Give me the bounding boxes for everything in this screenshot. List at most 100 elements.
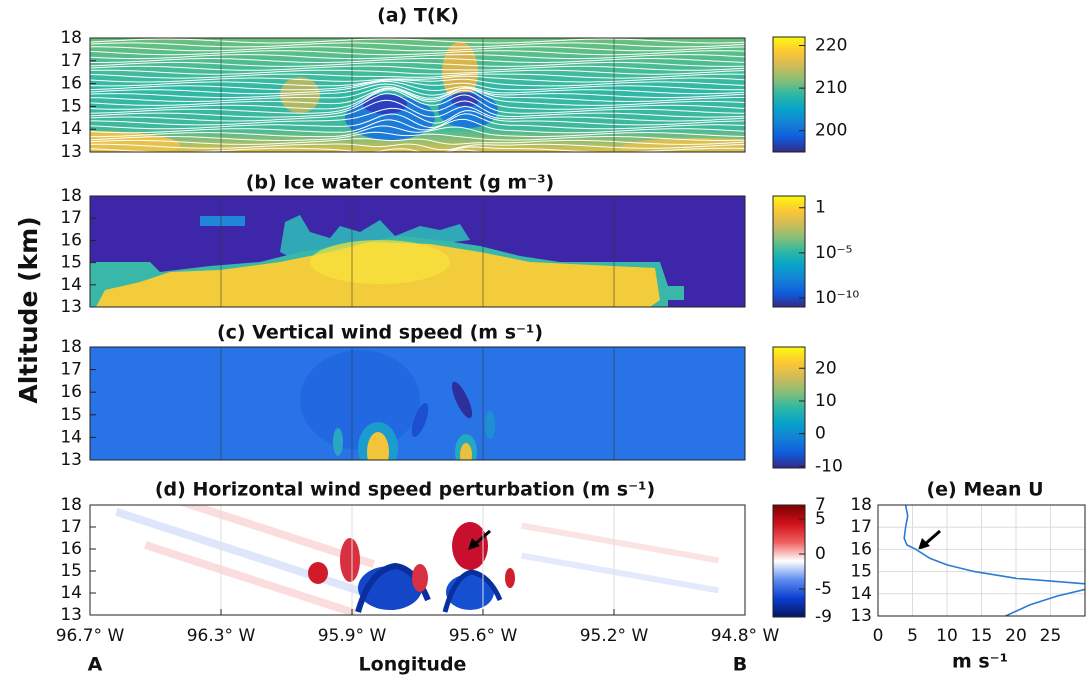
colorbar bbox=[772, 504, 806, 618]
vertical-wind-field bbox=[90, 347, 745, 460]
y-tick-label: 16 bbox=[60, 74, 82, 94]
contour-line bbox=[90, 87, 745, 110]
plot-frame bbox=[89, 346, 746, 461]
y-tick-label: 14 bbox=[850, 584, 872, 604]
ice-field bbox=[90, 196, 745, 307]
colorbar-tick-label: 10⁻¹⁰ bbox=[815, 288, 859, 308]
colorbar-tick-label: 200 bbox=[815, 121, 847, 141]
contour-line bbox=[90, 83, 745, 99]
colorbar-tick-label: 220 bbox=[815, 36, 847, 56]
panel-title: (b) Ice water content (g m⁻³) bbox=[246, 172, 555, 194]
colorbar-tick-label: 10 bbox=[815, 391, 837, 411]
contour-line bbox=[90, 118, 745, 134]
y-tick-label: 13 bbox=[850, 606, 872, 626]
plot-frame bbox=[89, 195, 746, 308]
y-tick-label: 14 bbox=[60, 119, 82, 139]
y-tick-label: 18 bbox=[850, 495, 872, 515]
y-tick-label: 17 bbox=[850, 517, 872, 537]
x-tick-label: 95.9° W bbox=[318, 626, 387, 646]
colorbar-tick-label: 10⁻⁵ bbox=[815, 243, 852, 263]
y-tick-label: 16 bbox=[850, 539, 872, 559]
contour-line bbox=[90, 73, 745, 79]
arrow bbox=[468, 529, 941, 550]
x-tick-label: 20 bbox=[1005, 626, 1027, 646]
colorbar-tick-label: 210 bbox=[815, 78, 847, 98]
y-tick-label: 17 bbox=[60, 517, 82, 537]
y-tick-label: 17 bbox=[60, 360, 82, 380]
contour-line bbox=[90, 61, 745, 67]
plot-frame bbox=[89, 37, 746, 153]
contour-line bbox=[90, 54, 745, 60]
contour-line bbox=[90, 79, 745, 91]
x-tick-label: 5 bbox=[907, 626, 918, 646]
y-tick-label: 14 bbox=[60, 583, 82, 603]
y-tick-label: 17 bbox=[60, 51, 82, 71]
x-tick-label: 95.2° W bbox=[580, 626, 649, 646]
y-tick-label: 16 bbox=[60, 382, 82, 402]
perturbation-field bbox=[90, 505, 745, 615]
contour-line bbox=[90, 125, 745, 138]
contour-line bbox=[90, 50, 745, 56]
colorbar-tick-label: 20 bbox=[815, 358, 837, 378]
plot-frame bbox=[89, 504, 746, 616]
colorbar-tick-label: -9 bbox=[815, 607, 832, 627]
x-tick-label: 95.6° W bbox=[449, 626, 518, 646]
contour-line bbox=[90, 131, 745, 141]
colorbar bbox=[772, 36, 806, 153]
colorbar-tick-label: 7 bbox=[815, 495, 826, 515]
contour-line bbox=[90, 86, 745, 102]
plot-frame bbox=[877, 504, 1086, 617]
colorbar bbox=[772, 346, 806, 469]
x-tick-label: 25 bbox=[1040, 626, 1062, 646]
contour-line bbox=[90, 138, 745, 145]
contour-line bbox=[90, 42, 745, 48]
contour-line bbox=[90, 65, 745, 71]
y-axis-label: Altitude (km) bbox=[14, 216, 43, 403]
y-tick-label: 13 bbox=[60, 605, 82, 625]
profile-line bbox=[903, 505, 1085, 616]
y-tick-label: 14 bbox=[60, 275, 82, 295]
colorbar bbox=[772, 195, 806, 308]
colorbar-tick-label: -5 bbox=[815, 579, 832, 599]
colorbar-tick-label: -10 bbox=[815, 456, 843, 476]
x-tick-label: 96.3° W bbox=[187, 626, 256, 646]
contour-line bbox=[90, 75, 745, 83]
y-tick-label: 18 bbox=[60, 495, 82, 515]
y-tick-label: 15 bbox=[60, 561, 82, 581]
y-tick-label: 18 bbox=[60, 337, 82, 357]
x-tick-label: 15 bbox=[971, 626, 993, 646]
y-tick-label: 13 bbox=[60, 297, 82, 317]
y-tick-label: 14 bbox=[60, 427, 82, 447]
endpoint-label: B bbox=[733, 654, 747, 676]
y-tick-label: 16 bbox=[60, 539, 82, 559]
contour-line bbox=[90, 46, 745, 52]
contour-line bbox=[90, 143, 745, 151]
contour-line bbox=[90, 99, 745, 122]
contour-line bbox=[90, 93, 745, 118]
y-tick-label: 15 bbox=[60, 405, 82, 425]
y-tick-label: 15 bbox=[850, 562, 872, 582]
contour-line bbox=[90, 107, 745, 126]
y-tick-label: 17 bbox=[60, 208, 82, 228]
x-tick-label: 96.7° W bbox=[56, 626, 125, 646]
y-tick-label: 16 bbox=[60, 230, 82, 250]
y-tick-label: 18 bbox=[60, 186, 82, 206]
y-tick-label: 13 bbox=[60, 450, 82, 470]
y-tick-label: 15 bbox=[60, 253, 82, 273]
colorbar-tick-label: 1 bbox=[815, 198, 826, 218]
temperature-field bbox=[90, 38, 745, 152]
x-axis-label: Longitude bbox=[359, 654, 467, 676]
colorbar-tick-label: 0 bbox=[815, 424, 826, 444]
x-axis-label: m s⁻¹ bbox=[952, 651, 1008, 673]
colorbar-tick-label: 0 bbox=[815, 544, 826, 564]
x-tick-label: 0 bbox=[873, 626, 884, 646]
contour-lines bbox=[90, 38, 745, 152]
endpoint-label: A bbox=[88, 654, 103, 676]
contour-line bbox=[90, 89, 745, 114]
y-tick-label: 18 bbox=[60, 28, 82, 48]
panel-title: (a) T(K) bbox=[377, 5, 459, 27]
y-tick-label: 15 bbox=[60, 96, 82, 116]
contour-line bbox=[90, 87, 745, 106]
colorbar-tick-label: 5 bbox=[815, 509, 826, 529]
contour-line bbox=[90, 113, 745, 130]
